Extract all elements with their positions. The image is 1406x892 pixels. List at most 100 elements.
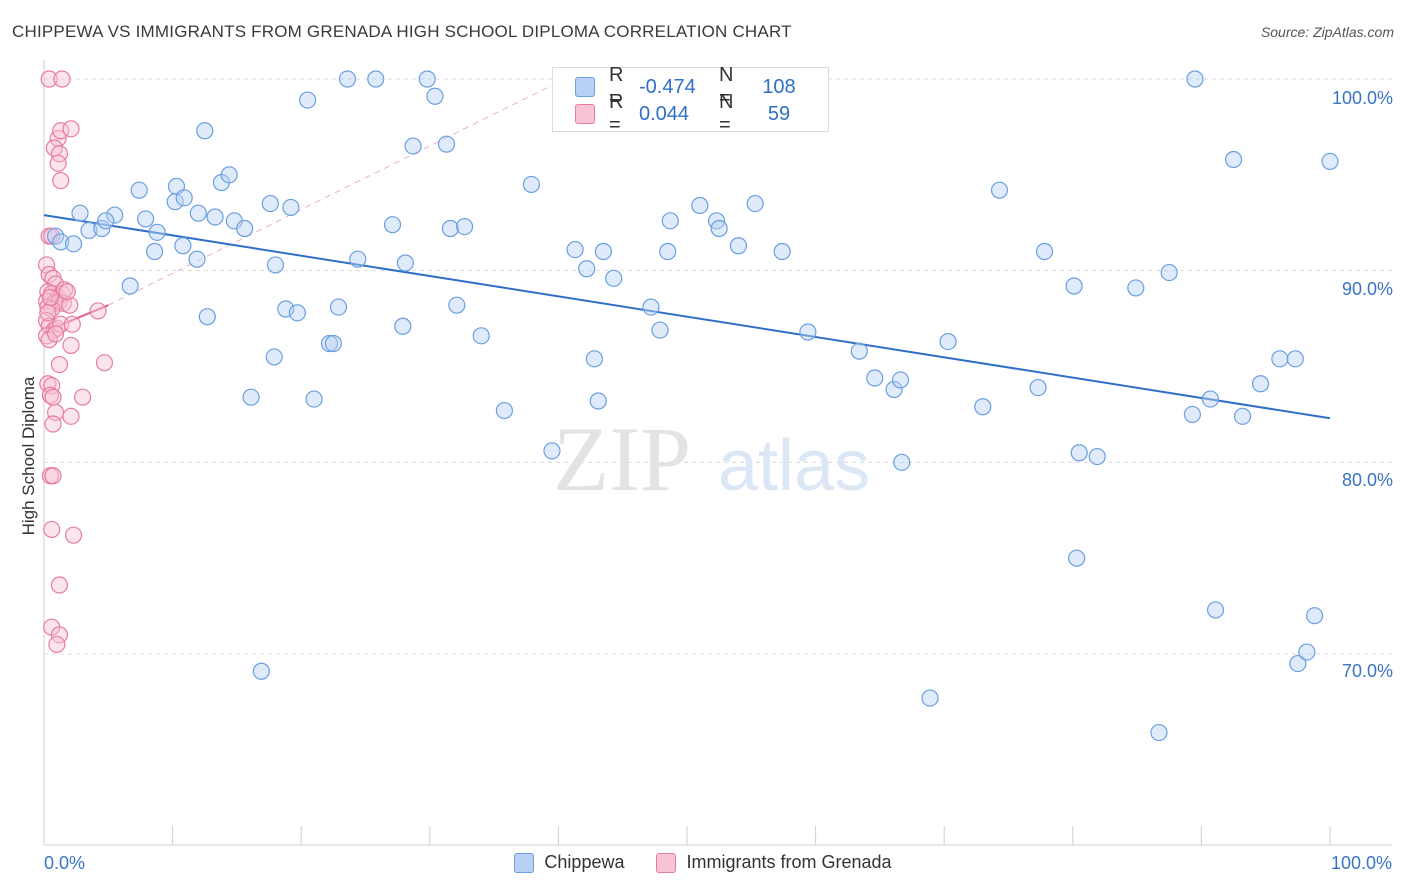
chippewa-point xyxy=(1321,152,1339,171)
chippewa-point xyxy=(188,250,206,268)
chippewa-point xyxy=(174,237,192,255)
grid-lines xyxy=(44,78,1392,655)
grenada-point xyxy=(64,526,83,544)
chippewa-point xyxy=(522,175,540,194)
chippewa-point xyxy=(1305,607,1324,625)
grenada-point xyxy=(52,171,70,190)
chippewa-point xyxy=(585,350,604,368)
chippewa-point xyxy=(367,70,385,88)
chippewa-point xyxy=(282,198,300,217)
chippewa-point xyxy=(220,166,238,184)
chippewa-point xyxy=(383,216,402,234)
legend-n-value: 108 xyxy=(762,75,796,98)
chippewa-point xyxy=(455,217,474,236)
legend-label-chippewa: Chippewa xyxy=(544,852,625,872)
chippewa-point xyxy=(1224,150,1243,169)
chippewa-point xyxy=(1186,70,1204,88)
chippewa-point xyxy=(893,453,911,471)
chippewa-point xyxy=(1251,375,1270,393)
chippewa-point xyxy=(198,308,216,326)
grenada-point xyxy=(44,415,62,433)
chippewa-point xyxy=(130,181,148,199)
chippewa-point xyxy=(1068,549,1086,567)
grenada-point xyxy=(52,122,70,140)
legend-swatch-chippewa xyxy=(514,852,535,873)
chippewa-point xyxy=(1070,444,1088,462)
chippewa-point xyxy=(661,212,679,230)
grenada-point xyxy=(50,576,69,594)
grenada-point xyxy=(39,304,57,322)
chippewa-point xyxy=(746,194,764,213)
chippewa-point xyxy=(145,242,164,261)
chippewa-point xyxy=(651,321,669,339)
grenada-point xyxy=(40,331,58,349)
chippewa-point xyxy=(349,250,367,268)
grenada-point xyxy=(95,354,114,372)
chippewa-point xyxy=(1206,601,1225,619)
chippewa-point xyxy=(305,390,323,408)
grenada-point xyxy=(55,281,74,299)
chippewa-point xyxy=(64,235,83,253)
chippewa-point xyxy=(939,332,957,351)
grenada-point xyxy=(49,154,67,172)
legend-swatch-grenada xyxy=(656,852,677,873)
chippewa-point xyxy=(394,317,412,335)
chippewa-point xyxy=(543,442,561,460)
chippewa-point xyxy=(566,240,584,259)
chippewa-point xyxy=(175,189,193,207)
chippewa-point xyxy=(1298,643,1316,661)
chippewa-point xyxy=(324,334,342,353)
legend-item-chippewa[interactable]: Chippewa xyxy=(514,852,624,873)
legend-item-grenada[interactable]: Immigrants from Grenada xyxy=(656,852,892,873)
chippewa-point xyxy=(642,298,660,316)
grenada-point xyxy=(50,626,69,644)
legend-n-label: N = xyxy=(719,64,734,109)
chippewa-point xyxy=(441,219,459,238)
grenada-point xyxy=(44,467,62,485)
grenada-point xyxy=(44,388,62,406)
chippewa-point xyxy=(329,298,348,316)
chippewa-point xyxy=(288,304,306,322)
y-tick-label-70: 70.0% xyxy=(1342,661,1393,681)
series-legend: Chippewa Immigrants from Grenada xyxy=(0,852,1406,873)
legend-r-value: 0.044 xyxy=(639,102,690,125)
chippewa-point xyxy=(578,260,596,278)
grenada-point xyxy=(48,635,66,654)
chippewa-point xyxy=(266,256,285,274)
grenada-point xyxy=(62,120,80,138)
source-label: Source: ZipAtlas.com xyxy=(1260,24,1394,40)
y-tick-label-80: 80.0% xyxy=(1342,470,1393,490)
axes xyxy=(43,60,1392,846)
grenada-point xyxy=(43,520,61,539)
chippewa-point xyxy=(80,221,98,240)
chippewa-point xyxy=(990,181,1009,199)
chippewa-point xyxy=(437,135,456,153)
chippewa-point xyxy=(1271,350,1289,368)
trendline-grenada xyxy=(43,304,109,333)
trend-lines xyxy=(43,78,1331,420)
chippewa-point xyxy=(589,392,607,410)
legend-r-value: -0.474 xyxy=(639,75,696,98)
chippewa-point xyxy=(850,342,868,360)
chippewa-point xyxy=(242,388,260,406)
trendline-grenada-extension xyxy=(108,78,566,306)
chippewa-point xyxy=(691,196,709,215)
grenada-point xyxy=(61,296,79,314)
watermark-atlas: atlas xyxy=(718,426,870,506)
chippewa-point xyxy=(71,204,89,222)
grenada-point xyxy=(40,70,58,88)
grenada-point xyxy=(53,70,71,88)
chippewa-point xyxy=(299,91,317,109)
grenada-point xyxy=(41,386,60,404)
chippewa-point xyxy=(495,401,513,420)
legend-n-value: 59 xyxy=(767,102,791,125)
y-axis-title: High School Diploma xyxy=(19,376,38,535)
grenada-point xyxy=(63,315,81,333)
chippewa-point xyxy=(594,242,613,261)
grenada-point xyxy=(58,283,76,301)
chippewa-point xyxy=(659,242,677,261)
chippewa-point xyxy=(136,210,155,228)
chippewa-point xyxy=(866,369,884,387)
chippewa-point xyxy=(252,662,270,680)
x-tick-label-max: 100.0% xyxy=(1331,853,1392,873)
